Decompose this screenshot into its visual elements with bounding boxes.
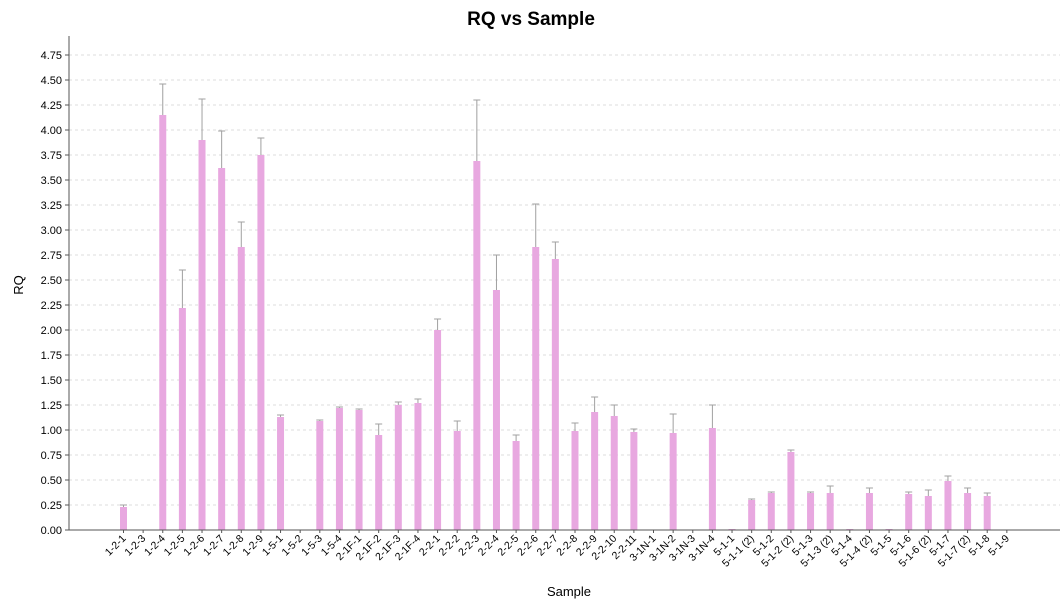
y-tick-label: 2.75 (41, 250, 62, 262)
x-tick-label: 1-2-8 (221, 533, 247, 559)
x-tick-label: 1-2-1 (103, 533, 129, 559)
y-tick-label: 2.25 (41, 300, 62, 312)
y-tick-label: 2.00 (41, 325, 62, 337)
bar (905, 494, 913, 530)
x-tick-label: 1-2-7 (201, 533, 227, 559)
x-tick-label: 1-2-9 (240, 533, 266, 559)
bar (237, 247, 245, 530)
y-tick-label: 1.00 (41, 425, 62, 437)
x-tick-label: 5-1-9 (986, 533, 1012, 559)
bar (551, 259, 559, 530)
bar (159, 115, 167, 530)
bar (434, 330, 442, 530)
bar (708, 428, 716, 530)
bar (453, 431, 461, 530)
x-tick-labels: 1-2-11-2-31-2-41-2-51-2-61-2-71-2-81-2-9… (103, 530, 1012, 570)
bar (414, 403, 422, 530)
y-tick-label: 0.50 (41, 475, 62, 487)
bar (492, 290, 500, 530)
bar (748, 500, 756, 530)
x-tick-label: 1-2-5 (162, 533, 188, 559)
bar (512, 441, 520, 530)
x-tick-label: 2-2-5 (495, 533, 521, 559)
x-tick-label: 2-2-3 (456, 533, 482, 559)
x-tick-label: 1-5-3 (299, 533, 325, 559)
bar (198, 140, 206, 530)
bar (826, 493, 834, 530)
y-tick-label: 3.50 (41, 175, 62, 187)
x-tick-label: 1-5-2 (279, 533, 305, 559)
x-tick-label: 5-1-5 (868, 533, 894, 559)
y-tick-label: 3.25 (41, 200, 62, 212)
bar (571, 431, 579, 530)
y-tick-label: 4.75 (41, 50, 62, 62)
x-tick-label: 2-2-2 (437, 533, 463, 559)
bar (630, 432, 638, 530)
bar (610, 416, 618, 530)
bar (787, 452, 795, 530)
bar (257, 155, 265, 530)
bar (355, 410, 363, 530)
y-tick-label: 1.50 (41, 375, 62, 387)
bars (120, 115, 991, 530)
x-tick-label: 1-2-6 (181, 533, 207, 559)
bar (394, 405, 402, 530)
bar (983, 496, 991, 530)
bar (964, 493, 972, 530)
bar (669, 433, 677, 530)
bar (924, 496, 932, 530)
x-tick-label: 2-2-7 (535, 533, 561, 559)
x-tick-label: 1-5-1 (260, 533, 286, 559)
y-tick-label: 4.00 (41, 125, 62, 137)
y-tick-label: 0.25 (41, 500, 62, 512)
y-tick-label: 3.00 (41, 225, 62, 237)
y-tick-label: 1.25 (41, 400, 62, 412)
x-tick-label: 2-2-4 (476, 533, 502, 559)
bar (375, 435, 383, 530)
y-tick-label: 0.75 (41, 450, 62, 462)
axes (68, 36, 1060, 531)
bar (532, 247, 540, 530)
bar (865, 493, 873, 530)
chart-title: RQ vs Sample (467, 9, 595, 30)
y-tick-label: 2.50 (41, 275, 62, 287)
x-tick-label: 2-2-6 (515, 533, 541, 559)
x-tick-label: 1-2-4 (142, 533, 168, 559)
bar (335, 408, 343, 530)
x-tick-label: 2-2-1 (417, 533, 443, 559)
bar (767, 493, 775, 530)
y-tick-label: 3.75 (41, 150, 62, 162)
y-tick-label: 4.25 (41, 100, 62, 112)
y-tick-label: 0.00 (41, 525, 62, 537)
bar (120, 507, 127, 530)
y-axis-title: RQ (11, 275, 26, 295)
bar (944, 481, 952, 530)
y-tick-label: 1.75 (41, 350, 62, 362)
bar (277, 417, 285, 530)
gridlines (69, 54, 1060, 531)
bar (473, 161, 481, 530)
x-tick-label: 2-2-8 (554, 533, 580, 559)
x-tick-label: 1-2-3 (122, 533, 148, 559)
x-tick-label: 5-1-8 (967, 533, 993, 559)
y-tick-label: 4.50 (41, 75, 62, 87)
bar (218, 168, 226, 530)
x-axis-title: Sample (547, 584, 591, 599)
error-bars (120, 83, 991, 507)
y-tick-labels: 0.00 0.25 0.50 0.75 1.00 1.25 1.50 1.75 2.00 2.25… (41, 50, 69, 537)
bar (316, 421, 324, 530)
bar (178, 308, 186, 530)
bar (591, 412, 599, 530)
bar (807, 493, 815, 530)
